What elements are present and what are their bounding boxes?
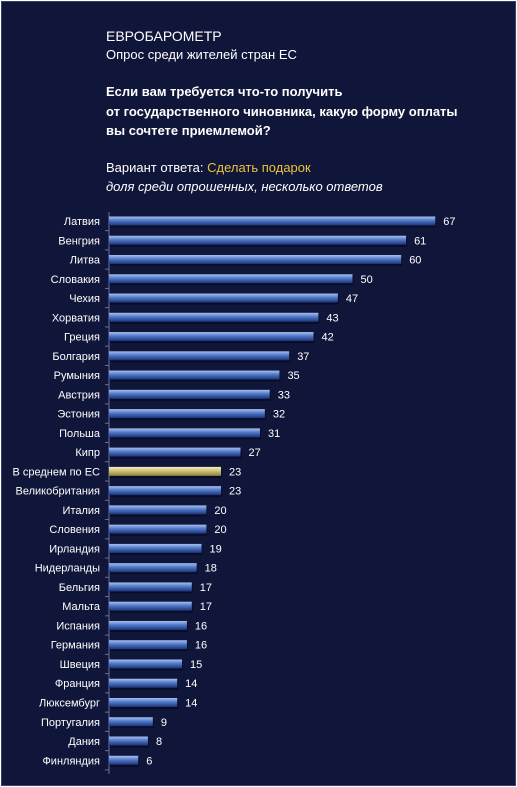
chart-note: доля среди опрошенных, несколько ответов xyxy=(106,179,383,194)
answer-label: Вариант ответа: xyxy=(106,160,204,175)
bar xyxy=(109,486,222,496)
category-label: Финляндия xyxy=(42,755,100,767)
category-label: Болгария xyxy=(52,351,100,363)
question-line-3: вы сочтете приемлемой? xyxy=(106,123,271,138)
value-label: 8 xyxy=(156,736,162,748)
category-label: Германия xyxy=(51,640,100,652)
value-label: 6 xyxy=(146,755,152,767)
category-label: Австрия xyxy=(58,389,100,401)
category-label: Люксембург xyxy=(39,698,100,710)
value-label: 50 xyxy=(361,274,373,286)
bar xyxy=(109,389,270,399)
bar xyxy=(109,447,241,457)
bar xyxy=(109,505,207,515)
bar xyxy=(109,370,280,380)
category-label: Ирландия xyxy=(49,543,100,555)
category-label: Литва xyxy=(70,255,101,267)
value-label: 9 xyxy=(161,717,167,729)
category-label: Нидерланды xyxy=(35,563,100,575)
answer-value: Сделать подарок xyxy=(207,160,311,175)
bar xyxy=(109,543,202,553)
question-line-1: Если вам требуется что-то получить xyxy=(106,84,343,99)
value-label: 61 xyxy=(414,235,426,247)
bar xyxy=(109,755,139,765)
bar-eu-average xyxy=(109,466,222,476)
category-label: Румыния xyxy=(54,370,100,382)
category-label: Хорватия xyxy=(52,312,100,324)
category-label: Польша xyxy=(59,428,101,440)
bar xyxy=(109,678,178,688)
category-label: Португалия xyxy=(41,717,100,729)
value-label: 43 xyxy=(326,312,338,324)
category-label: Испания xyxy=(56,620,100,632)
value-label: 23 xyxy=(229,486,241,498)
category-label: Чехия xyxy=(69,293,100,305)
bar xyxy=(109,312,319,322)
bar xyxy=(109,409,265,419)
answer-option: Вариант ответа: Сделать подарок xyxy=(106,160,311,175)
value-label: 33 xyxy=(278,389,290,401)
value-label: 14 xyxy=(185,678,197,690)
value-label: 23 xyxy=(229,466,241,478)
category-label: Кипр xyxy=(75,447,100,459)
bar xyxy=(109,293,338,303)
bar xyxy=(109,640,187,650)
value-label: 16 xyxy=(195,640,207,652)
category-label: Франция xyxy=(55,678,100,690)
value-label: 18 xyxy=(205,563,217,575)
survey-subtitle: Опрос среди жителей стран ЕС xyxy=(106,47,297,62)
value-label: 20 xyxy=(214,524,226,536)
category-label: Греция xyxy=(64,332,100,344)
value-label: 20 xyxy=(214,505,226,517)
bar xyxy=(109,428,260,438)
category-label: Италия xyxy=(63,505,101,517)
category-label: Эстония xyxy=(57,409,100,421)
bar xyxy=(109,620,187,630)
value-label: 31 xyxy=(268,428,280,440)
value-label: 32 xyxy=(273,409,285,421)
value-label: 27 xyxy=(248,447,260,459)
bar xyxy=(109,659,183,669)
value-label: 37 xyxy=(297,351,309,363)
category-label: Великобритания xyxy=(16,486,101,498)
category-label: Швеция xyxy=(60,659,100,671)
value-label: 17 xyxy=(200,601,212,613)
category-label: Дания xyxy=(68,736,100,748)
value-label: 47 xyxy=(346,293,358,305)
bar xyxy=(109,717,153,727)
bar xyxy=(109,351,290,361)
bar xyxy=(109,563,197,573)
category-label: Словакия xyxy=(51,274,100,286)
bar xyxy=(109,216,436,226)
value-label: 35 xyxy=(287,370,299,382)
bar xyxy=(109,235,407,245)
category-label: Бельгия xyxy=(59,582,100,594)
value-label: 60 xyxy=(409,255,421,267)
bar xyxy=(109,255,402,265)
bar xyxy=(109,274,353,284)
value-label: 19 xyxy=(210,543,222,555)
category-label: Латвия xyxy=(64,216,100,228)
bar xyxy=(109,332,314,342)
category-label: Словения xyxy=(49,524,100,536)
value-label: 15 xyxy=(190,659,202,671)
bar xyxy=(109,582,192,592)
bar xyxy=(109,524,207,534)
value-label: 17 xyxy=(200,582,212,594)
category-label: Венгрия xyxy=(58,235,100,247)
bar xyxy=(109,601,192,611)
category-label: В среднем по ЕС xyxy=(12,466,100,478)
category-label: Мальта xyxy=(62,601,101,613)
value-label: 16 xyxy=(195,620,207,632)
value-label: 42 xyxy=(322,332,334,344)
bar xyxy=(109,698,178,707)
value-label: 67 xyxy=(443,216,455,228)
value-label: 14 xyxy=(185,698,197,710)
question-line-2: от государственного чиновника, какую фор… xyxy=(106,104,458,119)
bar xyxy=(109,736,148,746)
source-title: ЕВРОБАРОМЕТР xyxy=(106,28,222,44)
